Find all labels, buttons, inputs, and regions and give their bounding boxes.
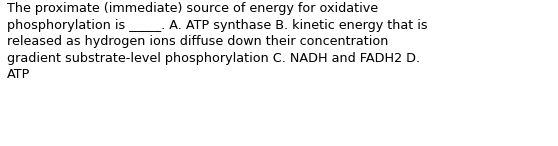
Text: The proximate (immediate) source of energy for oxidative
phosphorylation is ____: The proximate (immediate) source of ener…: [7, 2, 428, 81]
